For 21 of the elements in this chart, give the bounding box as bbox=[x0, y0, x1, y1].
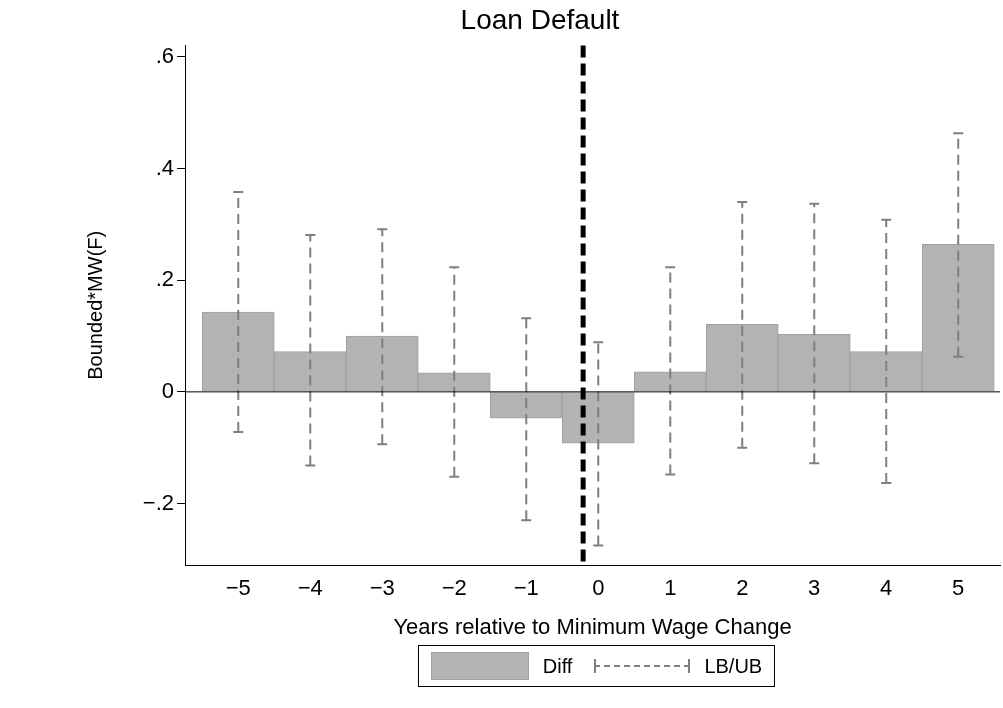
x-tick-label: 5 bbox=[952, 575, 965, 601]
x-tick-label: 1 bbox=[664, 575, 677, 601]
x-tick-label: −1 bbox=[513, 575, 539, 601]
y-tick-label: .4 bbox=[155, 154, 174, 180]
text: LB/UB bbox=[704, 654, 763, 678]
x-tick-label: 4 bbox=[880, 575, 893, 601]
y-tick-label: 0 bbox=[161, 377, 174, 403]
x-tick-label: −3 bbox=[369, 575, 395, 601]
y-tick-label: .2 bbox=[155, 266, 174, 292]
x-tick-label: 0 bbox=[592, 575, 605, 601]
legend-label: Diff bbox=[542, 654, 573, 678]
x-tick-label: −2 bbox=[441, 575, 467, 601]
y-tick-label: .6 bbox=[155, 42, 174, 68]
x-tick-label: −5 bbox=[225, 575, 251, 601]
x-tick-label: 2 bbox=[736, 575, 749, 601]
x-axis-title: Years relative to Minimum Wage Change bbox=[393, 613, 792, 639]
chart-title: Loan Default bbox=[460, 3, 620, 35]
y-axis-title: Bounded*MW(F) bbox=[83, 230, 106, 380]
x-tick-label: 3 bbox=[808, 575, 821, 601]
x-tick-label: −4 bbox=[297, 575, 323, 601]
y-tick-label: −.2 bbox=[142, 489, 174, 515]
